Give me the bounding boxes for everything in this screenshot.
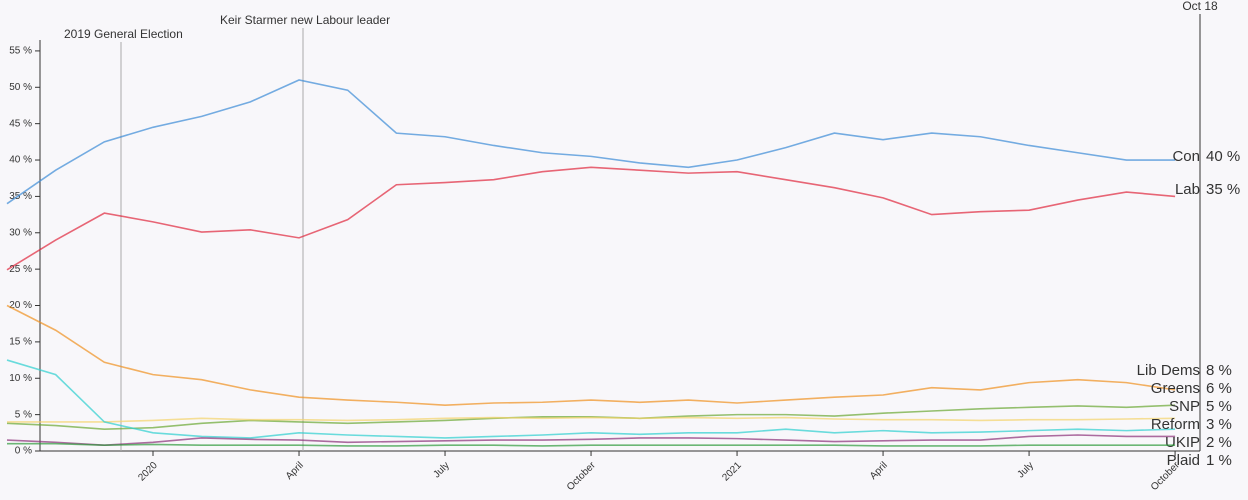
annotation: Keir Starmer new Labour leader	[220, 13, 390, 27]
latest-value: 8 %	[1206, 362, 1232, 379]
legend-name: Lib Dems	[1137, 362, 1200, 379]
series-line	[7, 416, 1176, 423]
y-tick-label: 20 %	[9, 300, 32, 311]
series-line	[6, 359, 1176, 439]
legend-name: Greens	[1151, 380, 1200, 397]
y-tick-label: 5 %	[15, 409, 32, 420]
x-tick-label: October	[565, 460, 598, 493]
x-tick-label: July	[1016, 460, 1036, 480]
legend-name: Lab	[1175, 181, 1200, 198]
y-tick-label: 50 %	[9, 82, 32, 93]
latest-value: 2 %	[1206, 434, 1232, 451]
annotation: 2019 General Election	[64, 27, 183, 41]
x-tick-label: April	[284, 460, 306, 482]
x-tick-label: 2020	[136, 460, 160, 484]
x-tick-label: 2021	[720, 460, 744, 484]
latest-value: 35 %	[1206, 181, 1240, 198]
y-tick-label: 10 %	[9, 373, 32, 384]
y-tick-label: 25 %	[9, 264, 32, 275]
series-line	[6, 304, 1176, 406]
y-tick-label: 35 %	[9, 191, 32, 202]
legend-name: Plaid	[1167, 452, 1200, 469]
end-date: Oct 18	[1182, 0, 1218, 13]
y-tick-label: 0 %	[15, 446, 32, 457]
legend-name: UKIP	[1165, 434, 1200, 451]
y-tick-label: 15 %	[9, 337, 32, 348]
x-tick-label: April	[868, 460, 890, 482]
latest-value: 6 %	[1206, 380, 1232, 397]
latest-value: 40 %	[1206, 148, 1240, 165]
legend-name: Reform	[1151, 416, 1200, 433]
y-tick-label: 40 %	[9, 155, 32, 166]
series-line	[6, 166, 1176, 271]
x-tick-label: July	[431, 460, 451, 480]
legend-name: SNP	[1169, 398, 1200, 415]
latest-value: 5 %	[1206, 398, 1232, 415]
series-line	[7, 442, 1176, 447]
y-tick-label: 30 %	[9, 227, 32, 238]
latest-value: 1 %	[1206, 452, 1232, 469]
series-line	[6, 434, 1176, 446]
latest-value: 3 %	[1206, 416, 1232, 433]
y-tick-label: 55 %	[9, 46, 32, 57]
y-tick-label: 45 %	[9, 118, 32, 129]
legend-name: Con	[1172, 148, 1200, 165]
series-line	[6, 79, 1176, 205]
